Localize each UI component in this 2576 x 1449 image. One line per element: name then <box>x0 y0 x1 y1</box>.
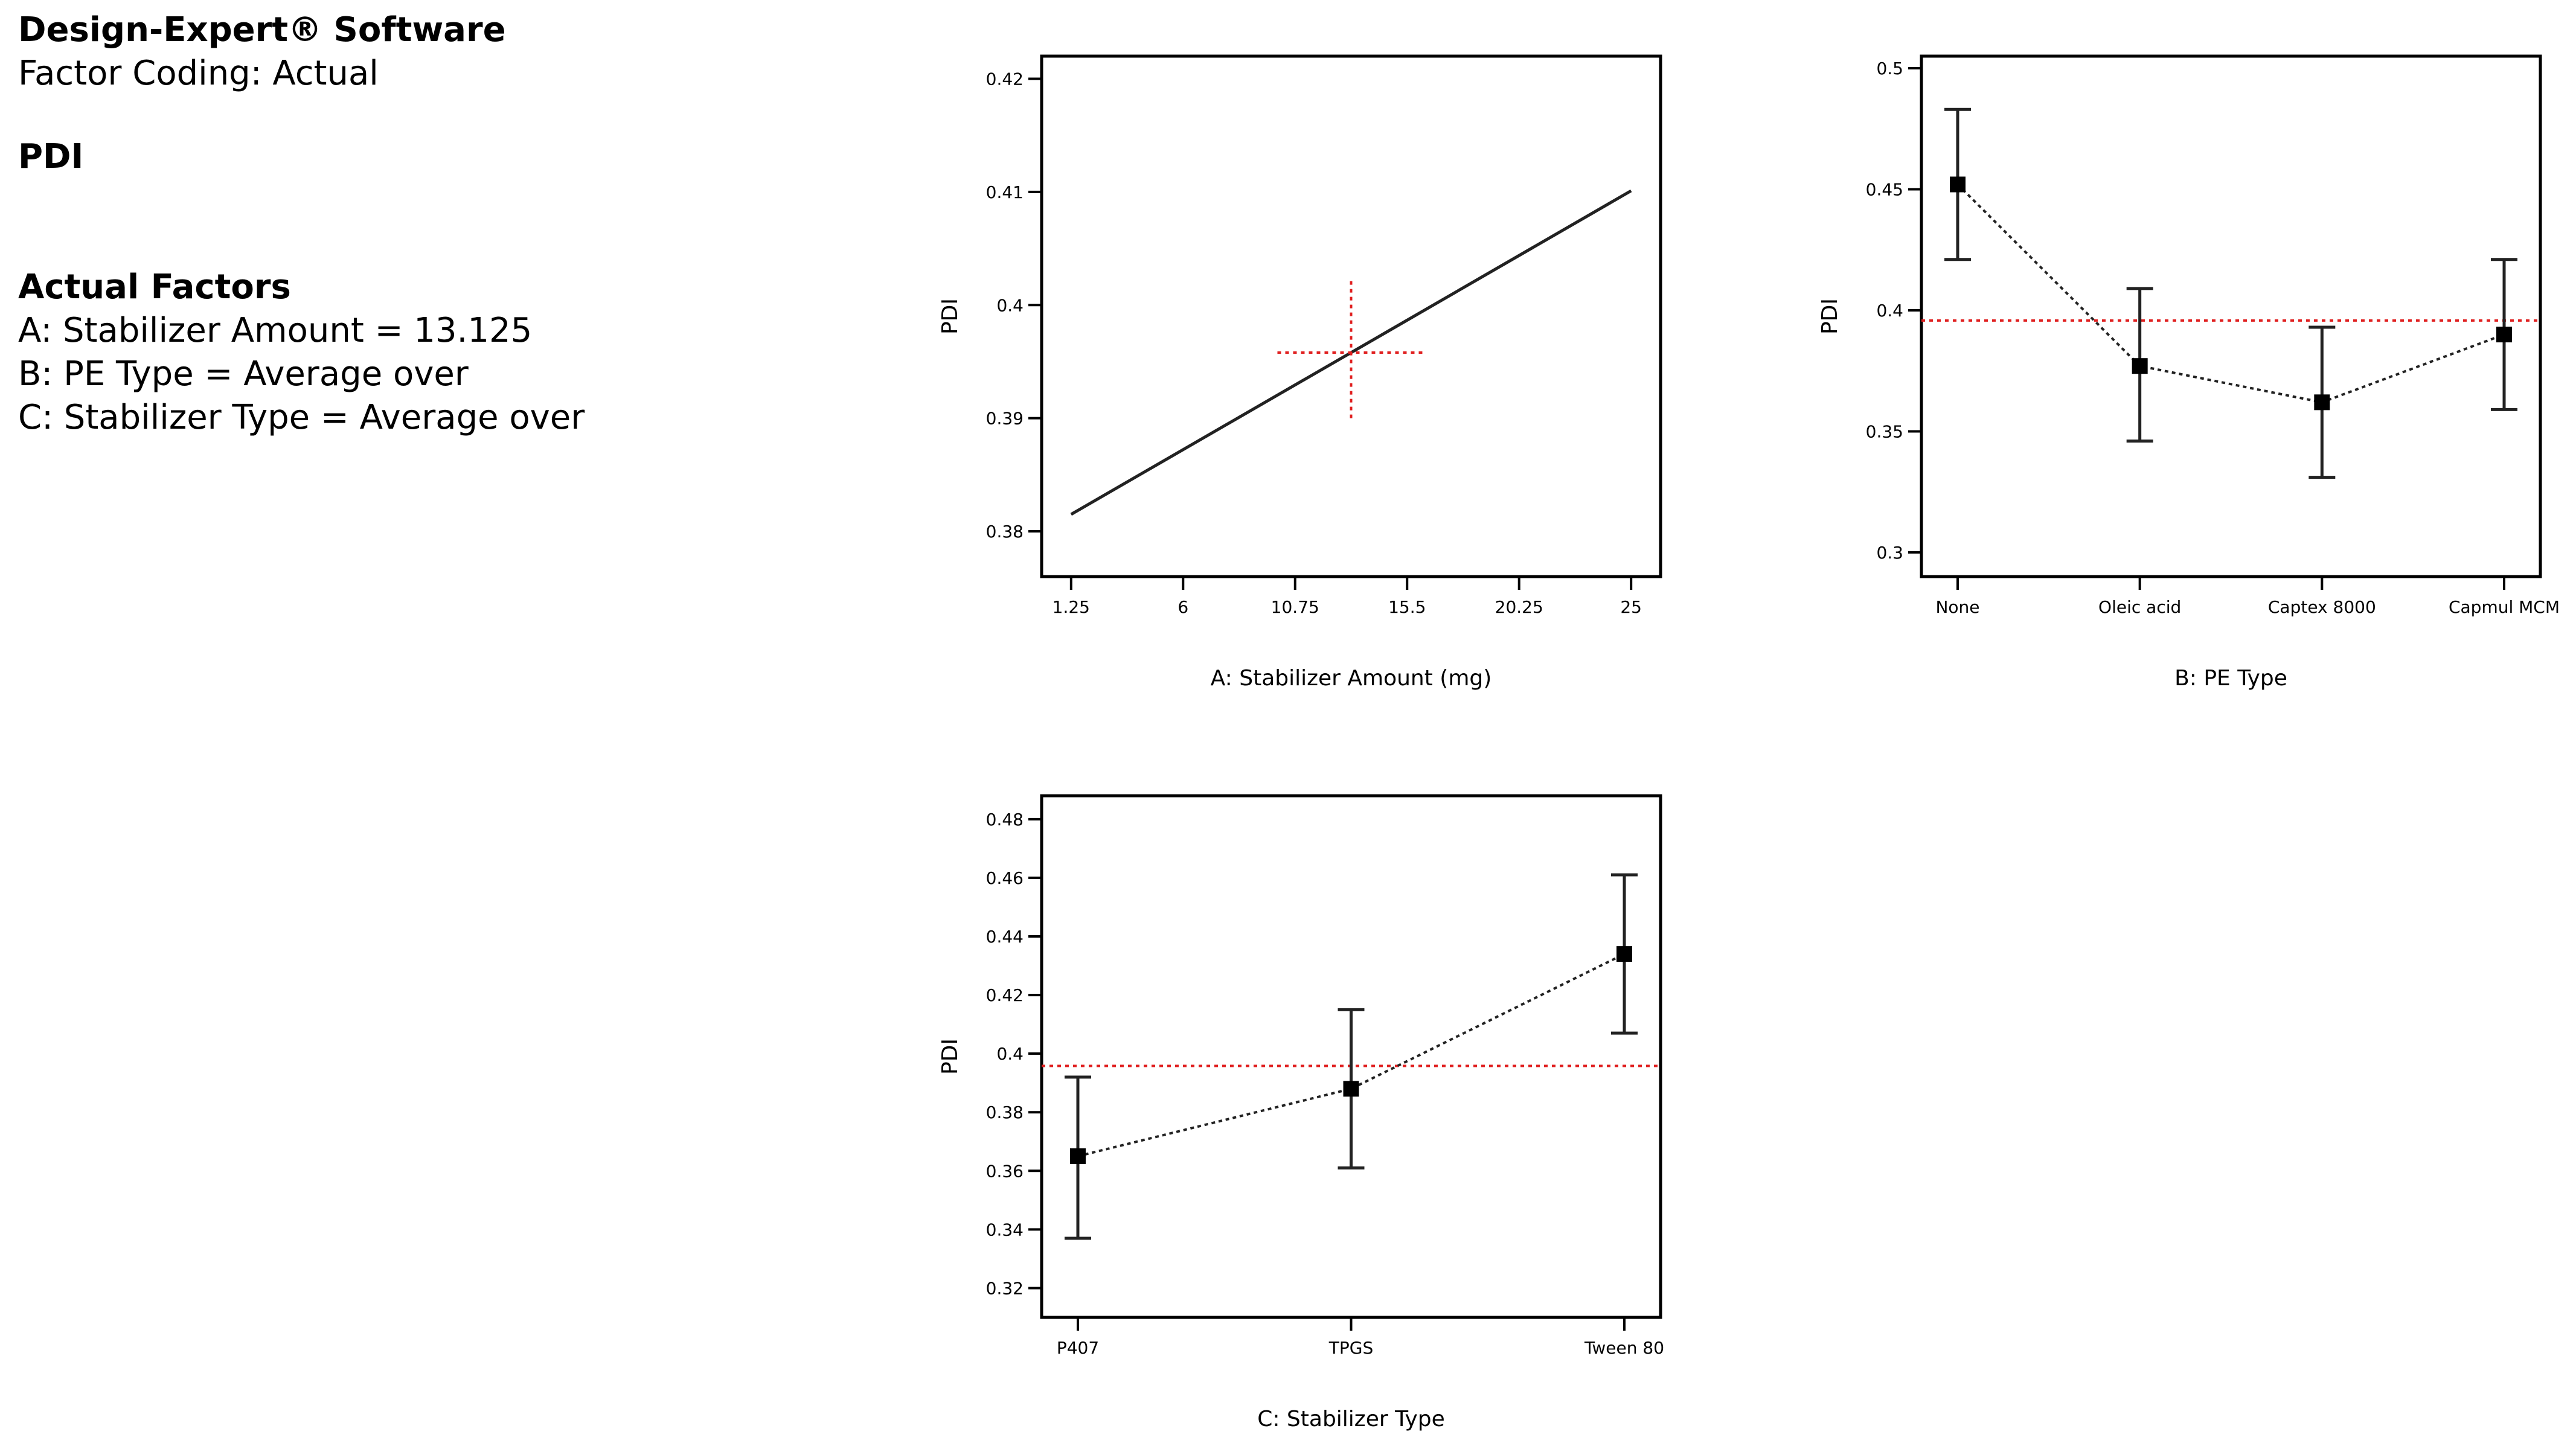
data-point <box>2132 358 2148 374</box>
x-tick-label: 6 <box>1177 597 1188 617</box>
x-tick-label: TPGS <box>1328 1338 1373 1358</box>
info-panel: Design-Expert® Software Factor Coding: A… <box>18 8 743 440</box>
y-tick-label: 0.4 <box>996 295 1024 315</box>
x-tick-label: 25 <box>1620 597 1642 617</box>
actual-factors-heading: Actual Factors <box>18 267 291 307</box>
x-tick-label: Tween 80 <box>1584 1338 1664 1358</box>
y-tick-label: 0.42 <box>986 985 1024 1005</box>
y-tick-label: 0.46 <box>986 868 1024 888</box>
x-tick-label: Captex 8000 <box>2268 597 2376 617</box>
y-axis-title: PDI <box>938 1038 963 1075</box>
y-tick-label: 0.3 <box>1876 543 1903 563</box>
data-point <box>2314 394 2330 411</box>
y-tick-label: 0.35 <box>1866 421 1903 441</box>
data-point <box>1950 176 1966 193</box>
x-axis-title: B: PE Type <box>2174 666 2287 691</box>
y-tick-label: 0.38 <box>986 522 1024 542</box>
response-name: PDI <box>18 137 84 176</box>
y-tick-label: 0.32 <box>986 1278 1024 1298</box>
y-axis-title: PDI <box>938 298 963 334</box>
factor-coding: Factor Coding: Actual <box>18 54 379 93</box>
data-point <box>1070 1148 1086 1165</box>
y-tick-label: 0.4 <box>996 1044 1024 1064</box>
y-tick-label: 0.4 <box>1876 301 1903 321</box>
plot-pe-type: 0.3 0.35 0.4 0.45 0.5 None Oleic acid Captex 80… <box>1818 54 2560 691</box>
y-tick-label: 0.36 <box>986 1161 1024 1181</box>
data-point <box>1343 1081 1359 1097</box>
factor-a-setting: A: Stabilizer Amount = 13.125 <box>18 311 533 350</box>
y-tick-label: 0.34 <box>986 1220 1024 1239</box>
data-point <box>2496 327 2512 343</box>
x-tick-label: 1.25 <box>1053 597 1090 617</box>
y-tick-label: 0.42 <box>986 69 1024 89</box>
plot-stabilizer-type: 0.32 0.34 0.36 0.38 0.4 0.42 0.44 0.46 0.48 P407 T… <box>938 794 1664 1431</box>
x-tick-label: None <box>1935 597 1979 617</box>
y-tick-label: 0.38 <box>986 1102 1024 1122</box>
x-tick-label: Capmul MCM <box>2449 597 2560 617</box>
x-tick-label: Oleic acid <box>2098 597 2181 617</box>
x-tick-label: 20.25 <box>1495 597 1543 617</box>
plot-frame <box>1040 54 1662 578</box>
plot-frame <box>1920 54 2542 578</box>
x-axis-title: C: Stabilizer Type <box>1257 1407 1445 1431</box>
y-tick-label: 0.5 <box>1876 59 1903 78</box>
factor-b-setting: B: PE Type = Average over <box>18 354 469 394</box>
plot-stabilizer-amount: 0.38 0.39 0.4 0.41 0.42 1.25 6 10.75 15.5 20.25 25… <box>938 54 1662 691</box>
y-tick-label: 0.39 <box>986 409 1024 429</box>
x-tick-label: P407 <box>1057 1338 1099 1358</box>
x-tick-label: 15.5 <box>1388 597 1426 617</box>
x-tick-label: 10.75 <box>1271 597 1319 617</box>
software-title: Design-Expert® Software <box>18 10 506 50</box>
y-axis-title: PDI <box>1818 298 1842 334</box>
y-tick-label: 0.45 <box>1866 180 1903 200</box>
y-tick-label: 0.44 <box>986 927 1024 947</box>
y-tick-label: 0.48 <box>986 810 1024 830</box>
x-axis-title: A: Stabilizer Amount (mg) <box>1211 666 1492 691</box>
y-tick-label: 0.41 <box>986 182 1024 202</box>
series-line <box>1956 184 2505 404</box>
data-point <box>1616 946 1632 962</box>
factor-c-setting: C: Stabilizer Type = Average over <box>18 398 585 437</box>
